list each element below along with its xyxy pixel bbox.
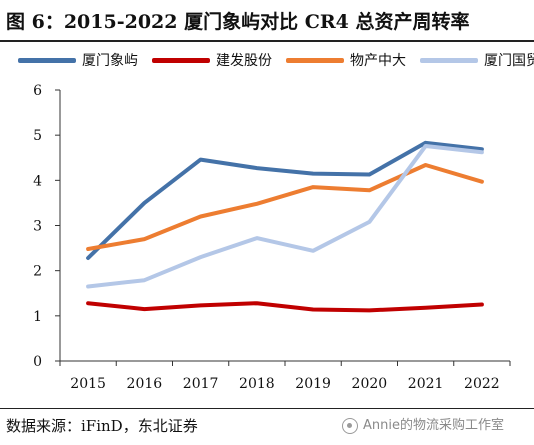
legend-item-xiamen-xiangyu: 厦门象屿 — [18, 50, 138, 70]
watermark-text: Annie的物流采购工作室 — [363, 418, 504, 433]
watermark: Annie的物流采购工作室 — [342, 414, 504, 438]
y-tick-label: 4 — [33, 173, 42, 189]
y-tick-label: 0 — [33, 354, 42, 370]
legend-swatch-jianfa — [152, 57, 210, 63]
legend-item-jianfa: 建发股份 — [152, 50, 272, 70]
y-tick-label: 1 — [33, 309, 42, 325]
legend-item-wuchan-zhongda: 物产中大 — [286, 50, 406, 70]
x-tick-label: 2021 — [408, 376, 444, 392]
legend-label-xiamen-guomao: 厦门国贸 — [484, 53, 534, 69]
chart-title: 图 6：2015-2022 厦门象屿对比 CR4 总资产周转率 — [6, 11, 470, 33]
x-tick-label: 2017 — [183, 376, 219, 392]
series-line-wuchan-zhongda — [86, 163, 484, 251]
series-line-xiamen-xiangyu — [86, 140, 484, 260]
y-tick-label: 2 — [33, 264, 42, 280]
title-divider — [0, 40, 534, 42]
legend-swatch-wuchan-zhongda — [286, 57, 344, 63]
x-tick-label: 2018 — [239, 376, 275, 392]
x-tick-label: 2015 — [70, 376, 106, 392]
chart-legend: 厦门象屿 建发股份 物产中大 厦门国贸 — [18, 48, 534, 72]
wechat-icon — [342, 418, 358, 434]
y-tick-label: 5 — [33, 128, 42, 144]
x-tick-label: 2016 — [127, 376, 163, 392]
x-tick-label: 2022 — [464, 376, 500, 392]
line-chart: 0 1 2 3 4 5 6 2015 2016 2017 2018 2019 2020 2021 2022 — [33, 83, 511, 392]
legend-swatch-xiamen-xiangyu — [18, 57, 76, 63]
legend-label-xiamen-xiangyu: 厦门象屿 — [82, 53, 138, 69]
y-tick-label: 6 — [33, 83, 42, 99]
source-note: 数据来源：iFinD，东北证券 — [6, 417, 198, 435]
legend-item-xiamen-guomao: 厦门国贸 — [420, 50, 534, 70]
series-line-xiamen-guomao — [86, 144, 484, 289]
legend-label-jianfa: 建发股份 — [216, 53, 272, 69]
legend-label-wuchan-zhongda: 物产中大 — [350, 53, 406, 69]
series-line-jianfa — [86, 301, 484, 313]
legend-swatch-xiamen-guomao — [420, 57, 478, 63]
x-tick-label: 2020 — [352, 376, 388, 392]
x-tick-label: 2019 — [295, 376, 331, 392]
y-tick-label: 3 — [33, 219, 42, 235]
footer-divider — [0, 408, 534, 409]
